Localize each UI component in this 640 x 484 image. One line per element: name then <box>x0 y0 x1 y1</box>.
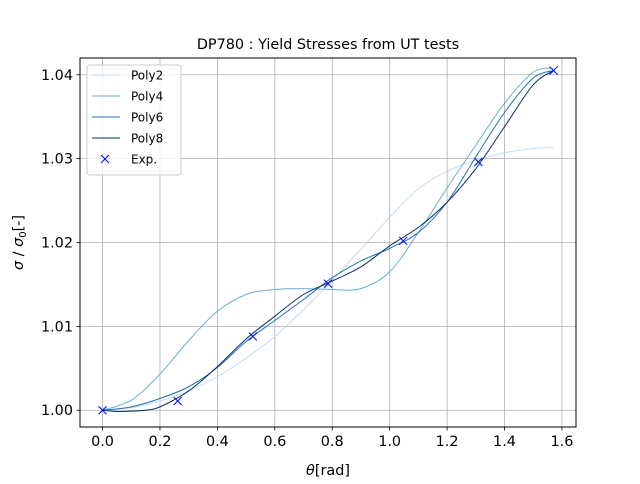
grid <box>80 58 576 427</box>
x-tick-label: 0.4 <box>206 434 229 450</box>
plot-markers <box>98 66 558 415</box>
y-tick-label: 1.02 <box>41 236 73 252</box>
exp-marker-stroke <box>549 66 558 75</box>
legend-label: Poly4 <box>131 90 163 104</box>
y-axis-label-sigma0: σ <box>11 237 27 247</box>
x-tick-label: 0.8 <box>321 434 344 450</box>
x-axis-label-theta: θ <box>306 463 315 479</box>
exp-marker-stroke <box>474 157 483 167</box>
series-line-poly4 <box>102 67 554 411</box>
x-axis-label-unit: [rad] <box>315 463 350 479</box>
x-tick-label: 1.4 <box>493 434 516 450</box>
x-tick-label: 0.2 <box>149 434 172 450</box>
exp-data-point <box>549 66 558 75</box>
x-tick-label: 1.6 <box>550 434 573 450</box>
exp-data-point <box>398 236 408 246</box>
exp-marker-stroke <box>98 405 107 415</box>
legend-entry-exp: Exp. <box>100 153 157 167</box>
y-tick-label: 1.04 <box>41 68 73 84</box>
x-tick-label: 0.6 <box>263 434 286 450</box>
exp-data-point <box>98 405 107 415</box>
legend-box <box>86 64 182 176</box>
legend-label: Poly2 <box>131 69 163 83</box>
legend: Poly2 Poly4 Poly6 Poly8 Exp. <box>86 64 182 176</box>
y-axis-label-unit: [-] <box>11 215 27 231</box>
chart-title: DP780 : Yield Stresses from UT tests <box>197 37 459 53</box>
legend-entry-poly6: Poly6 <box>92 111 163 125</box>
y-axis-label-slash: / <box>11 247 27 261</box>
exp-data-point <box>173 396 183 406</box>
y-axis-label-sigma: σ <box>11 260 27 270</box>
x-tick-label: 0.0 <box>91 434 114 450</box>
legend-entry-poly4: Poly4 <box>92 90 163 104</box>
y-axis-label: σ / σ0[-] <box>11 215 29 270</box>
legend-marker <box>100 154 110 164</box>
exp-marker-stroke <box>173 396 183 406</box>
legend-label: Poly8 <box>131 132 163 146</box>
x-axis-label: θ[rad] <box>306 463 350 479</box>
plot-lines <box>102 67 554 413</box>
legend-entry-poly8: Poly8 <box>92 132 163 146</box>
exp-data-point <box>248 332 258 341</box>
legend-label: Exp. <box>131 153 157 167</box>
exp-marker-stroke <box>323 279 333 288</box>
y-tick-label: 1.03 <box>41 152 73 168</box>
y-axis-ticks: 1.00 1.01 1.02 1.03 1.04 <box>41 68 80 419</box>
y-tick-label: 1.01 <box>41 319 73 335</box>
exp-data-point <box>323 279 333 288</box>
exp-marker-stroke <box>248 332 258 341</box>
exp-marker-stroke <box>398 236 408 246</box>
legend-label: Poly6 <box>131 111 163 125</box>
exp-data-point <box>474 157 483 167</box>
series-line-poly6 <box>102 70 554 411</box>
x-tick-label: 1.2 <box>436 434 459 450</box>
x-tick-label: 1.0 <box>378 434 401 450</box>
series-line-poly2 <box>102 147 554 411</box>
series-line-poly8 <box>102 70 554 413</box>
x-axis-ticks: 0.0 0.2 0.4 0.6 0.8 1.0 1.2 1.4 1.6 <box>91 427 573 450</box>
legend-entry-poly2: Poly2 <box>92 69 163 83</box>
y-tick-label: 1.00 <box>41 403 73 419</box>
legend-entries: Poly2 Poly4 Poly6 Poly8 Exp. <box>92 69 163 167</box>
y-axis-label-subscript: 0 <box>18 231 29 237</box>
